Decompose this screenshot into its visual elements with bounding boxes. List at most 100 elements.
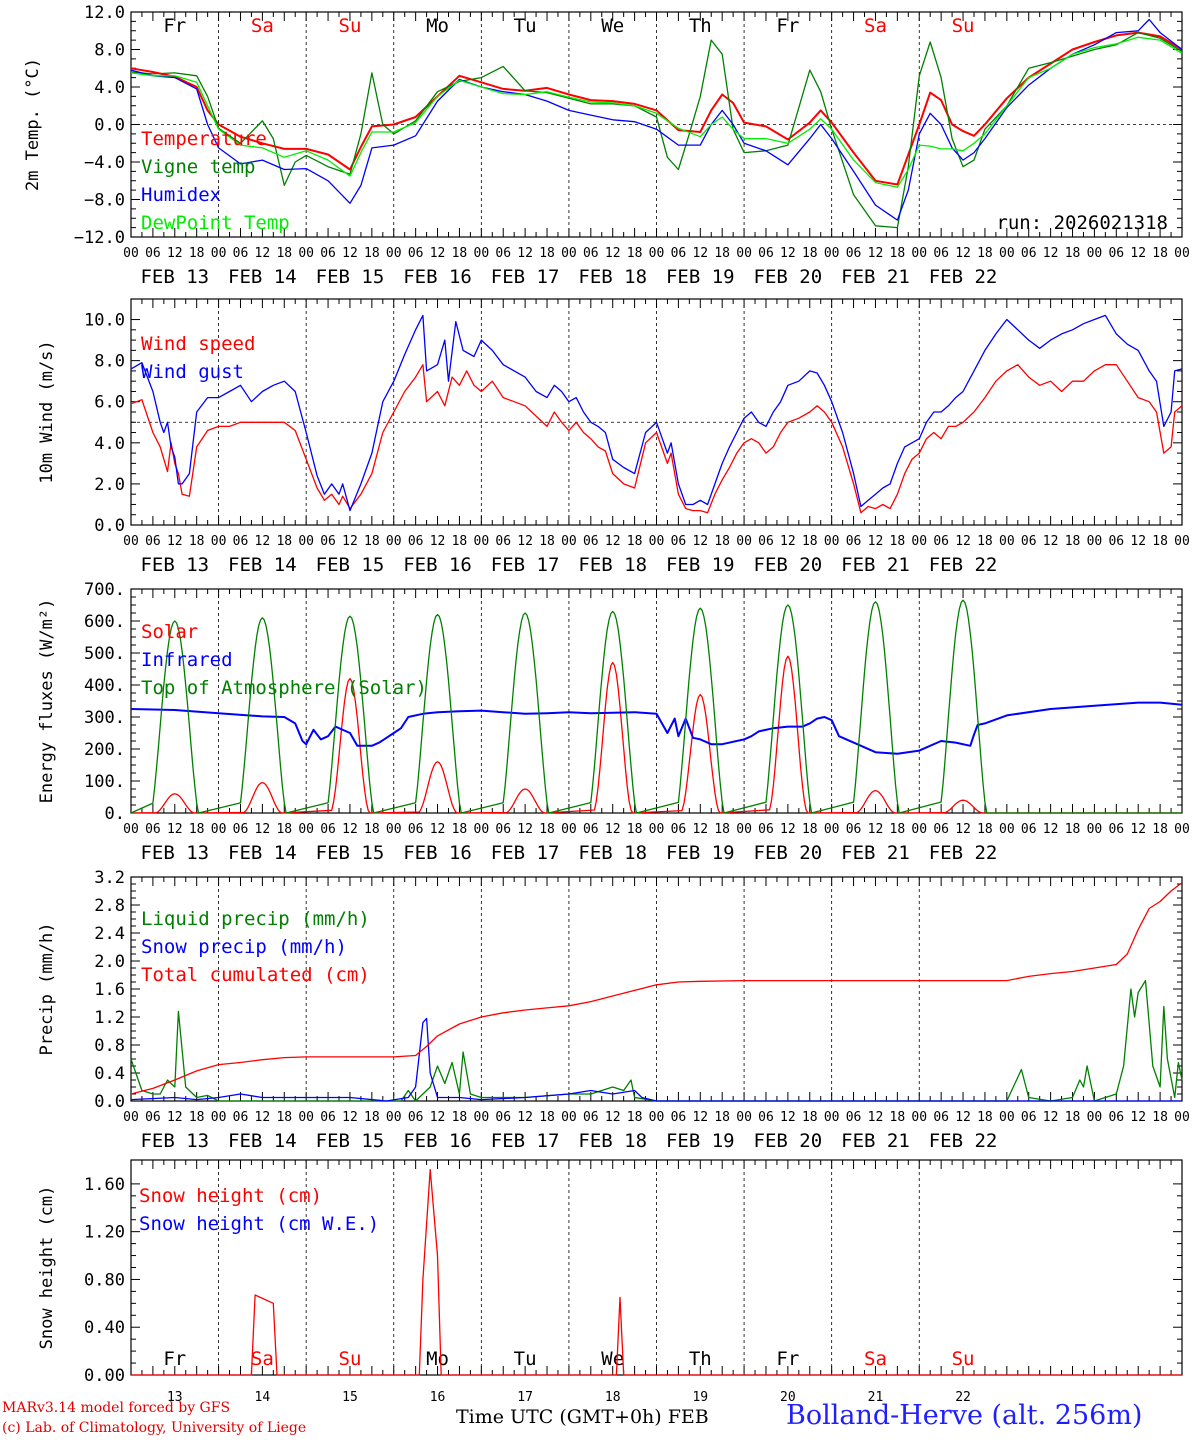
temp-date-label: FEB 18	[578, 266, 647, 288]
energy-hour-label: 06	[320, 822, 336, 837]
energy-hour-label: 12	[780, 822, 796, 837]
energy-date-label: FEB 20	[754, 842, 823, 864]
temp-hour-label: 06	[145, 246, 161, 261]
precip-date-label: FEB 19	[666, 1130, 735, 1152]
day-number-label: 15	[342, 1390, 358, 1405]
energy-hour-label: 18	[802, 822, 818, 837]
day-number-label: 17	[517, 1390, 533, 1405]
wind-hour-label: 00	[1087, 534, 1103, 549]
energy-hour-label: 06	[933, 822, 949, 837]
snow-ytick-label: 1.20	[84, 1223, 125, 1243]
temp-legend-label: Humidex	[141, 184, 221, 206]
energy-hour-label: 12	[1130, 822, 1146, 837]
day-number-label: 16	[430, 1390, 446, 1405]
wind-hour-label: 18	[452, 534, 468, 549]
temp-hour-label: 00	[1087, 246, 1103, 261]
wind-hour-label: 12	[692, 534, 708, 549]
energy-hour-label: 06	[1108, 822, 1124, 837]
temp-hour-label: 06	[233, 246, 249, 261]
temp-hour-label: 18	[189, 246, 205, 261]
energy-hour-label: 18	[1065, 822, 1081, 837]
temp-day-name: Su	[339, 15, 362, 37]
precip-hour-label: 00	[386, 1110, 402, 1125]
precip-hour-label: 06	[583, 1110, 599, 1125]
temp-hour-label: 00	[211, 246, 227, 261]
wind-hour-label: 18	[364, 534, 380, 549]
temp-ytick-label: −12.0	[74, 228, 125, 248]
wind-date-label: FEB 19	[666, 554, 735, 576]
wind-hour-label: 00	[999, 534, 1015, 549]
wind-hour-label: 06	[583, 534, 599, 549]
temp-day-name: Fr	[776, 15, 799, 37]
energy-hour-label: 18	[364, 822, 380, 837]
energy-frame	[130, 588, 1183, 814]
temp-legend-label: Vigne temp	[141, 156, 255, 178]
time-axis-title: Time UTC (GMT+0h) FEB	[456, 1406, 709, 1428]
temp-hour-label: 00	[123, 246, 139, 261]
temp-hour-label: 12	[955, 246, 971, 261]
temp-hour-label: 06	[1021, 246, 1037, 261]
temp-hour-label: 12	[430, 246, 446, 261]
energy-hour-label: 18	[627, 822, 643, 837]
temp-date-label: FEB 13	[140, 266, 209, 288]
temp-hour-label: 00	[561, 246, 577, 261]
energy-hour-label: 18	[189, 822, 205, 837]
temp-ytick-label: 8.0	[94, 41, 125, 61]
energy-legend-label: Solar	[141, 621, 198, 643]
wind-ytick-label: 0.0	[94, 516, 125, 536]
snow-day-name: Th	[689, 1348, 712, 1370]
temp-series-line-3	[130, 36, 1183, 188]
wind-hour-label: 12	[342, 534, 358, 549]
wind-hour-label: 00	[736, 534, 752, 549]
energy-hour-label: 12	[955, 822, 971, 837]
precip-legend-label: Snow precip (mm/h)	[141, 936, 347, 958]
precip-hour-label: 06	[671, 1110, 687, 1125]
precip-hour-label: 06	[233, 1110, 249, 1125]
precip-hour-label: 12	[780, 1110, 796, 1125]
energy-ytick-label: 300.	[84, 708, 125, 728]
energy-hour-label-end: 00	[1174, 822, 1190, 837]
energy-hour-label: 18	[890, 822, 906, 837]
energy-hour-label: 00	[298, 822, 314, 837]
energy-ytick-label: 700.	[84, 580, 125, 600]
precip-hour-label: 18	[977, 1110, 993, 1125]
energy-hour-label: 06	[1021, 822, 1037, 837]
energy-hour-label: 18	[1152, 822, 1168, 837]
precip-hour-label: 18	[189, 1110, 205, 1125]
snow-day-name: Su	[339, 1348, 362, 1370]
temp-day-name: Tu	[514, 15, 537, 37]
wind-date-label: FEB 13	[140, 554, 209, 576]
temp-hour-label: 18	[977, 246, 993, 261]
temp-ylabel: 2m Temp. (°C)	[23, 58, 43, 191]
wind-ytick-label: 10.0	[84, 311, 125, 331]
wind-hour-label: 12	[868, 534, 884, 549]
wind-hour-label: 06	[1108, 534, 1124, 549]
precip-hour-label: 06	[495, 1110, 511, 1125]
wind-date-label: FEB 20	[754, 554, 823, 576]
temp-date-label: FEB 19	[666, 266, 735, 288]
precip-hour-label: 18	[802, 1110, 818, 1125]
energy-hour-label: 00	[386, 822, 402, 837]
temp-day-name: Mo	[426, 15, 449, 37]
precip-ytick-label: 0.0	[94, 1092, 125, 1112]
precip-ytick-label: 2.8	[94, 896, 125, 916]
precip-hour-label: 00	[824, 1110, 840, 1125]
energy-date-label: FEB 14	[228, 842, 297, 864]
wind-series-line-0	[130, 364, 1183, 514]
energy-hour-label: 00	[999, 822, 1015, 837]
precip-hour-label: 00	[736, 1110, 752, 1125]
temp-hour-label: 18	[276, 246, 292, 261]
temp-hour-label: 18	[364, 246, 380, 261]
precip-hour-label: 12	[605, 1110, 621, 1125]
day-number-label: 19	[692, 1390, 708, 1405]
wind-date-label: FEB 14	[228, 554, 297, 576]
energy-hour-label: 18	[276, 822, 292, 837]
energy-hour-label: 00	[1087, 822, 1103, 837]
temp-hour-label: 12	[255, 246, 271, 261]
energy-hour-label: 00	[474, 822, 490, 837]
wind-hour-label: 12	[517, 534, 533, 549]
wind-hour-label: 00	[824, 534, 840, 549]
energy-date-label: FEB 18	[578, 842, 647, 864]
precip-hour-label: 00	[298, 1110, 314, 1125]
energy-hour-label: 12	[517, 822, 533, 837]
